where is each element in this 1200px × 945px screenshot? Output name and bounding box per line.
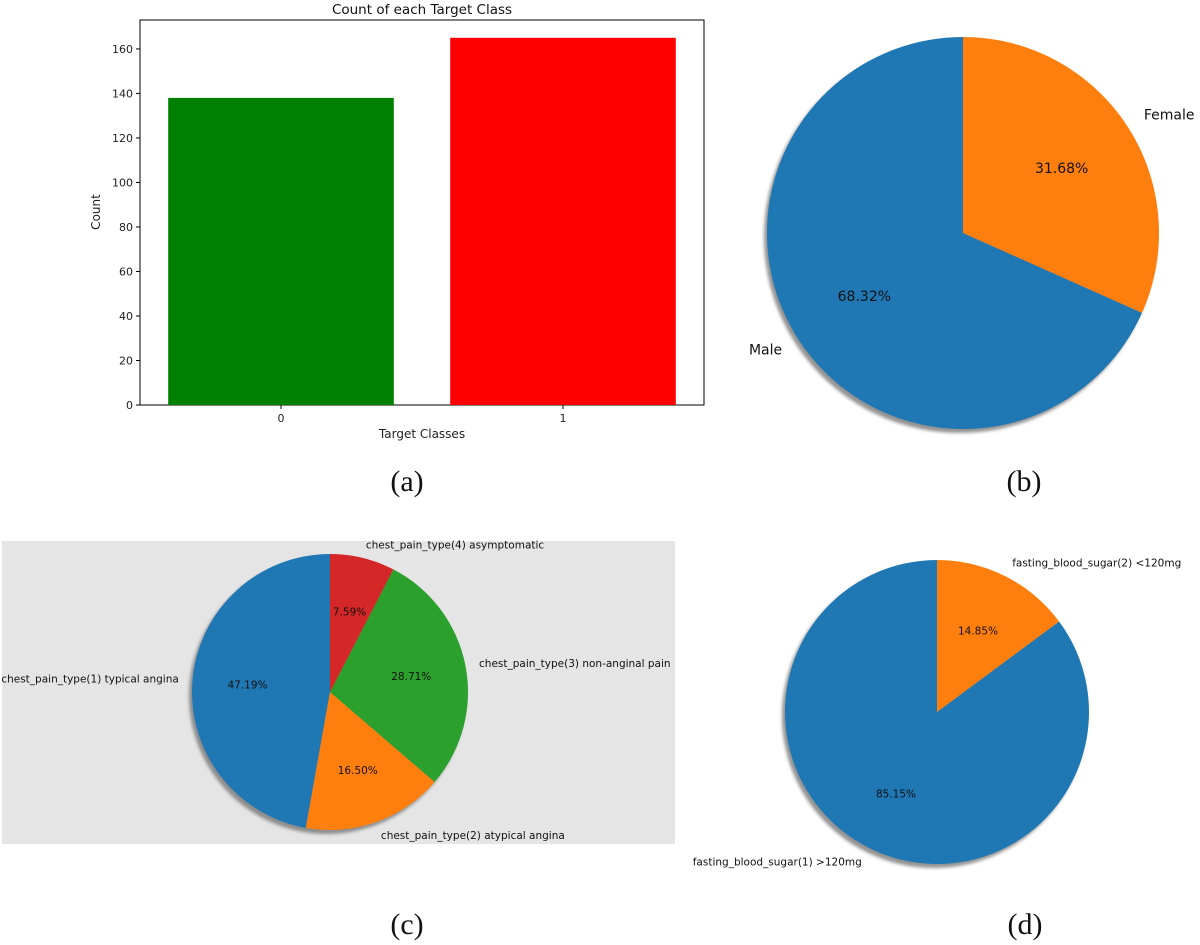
pie-wedge-3: [330, 554, 394, 692]
pie-percent-label: 47.19%: [227, 680, 267, 692]
pie-percent-label: 85.15%: [876, 788, 916, 800]
bar-plot-frame: [139, 19, 705, 406]
pie-percent-label: 16.50%: [338, 765, 378, 777]
pie-percent-label: 14.85%: [958, 626, 998, 638]
panel-c-chest-pain-pie: 47.19% chest_pain_type(1) typical angina 1…: [1, 539, 675, 844]
pie-percent-label: 31.68%: [1035, 161, 1088, 177]
pie-percent-label: 28.71%: [391, 671, 431, 683]
pie-category-label: Female: [1144, 108, 1195, 124]
y-tick-label: 140: [112, 87, 133, 100]
bar-chart-title: Count of each Target Class: [332, 2, 512, 18]
pie-category-label: fasting_blood_sugar(2) <120mg: [1012, 558, 1181, 570]
pie-percent-label: 7.59%: [333, 607, 366, 619]
panel-d-blood-sugar-pie: 85.15% fasting_blood_sugar(1) >120mg 14.85…: [693, 558, 1182, 869]
caption-c: (c): [390, 908, 423, 941]
bar-class-0: [168, 97, 394, 406]
y-tick-label: 80: [119, 221, 133, 234]
y-tick-label: 60: [119, 265, 133, 278]
pie-wedge-2: [330, 569, 468, 782]
caption-a: (a): [390, 465, 423, 498]
y-tick-label: 100: [112, 176, 133, 189]
pie-category-label: chest_pain_type(4) asymptomatic: [366, 539, 545, 551]
y-tick-label: 120: [112, 132, 133, 145]
caption-d: (d): [1008, 908, 1043, 941]
y-tick-label: 20: [119, 354, 133, 367]
bar-y-ticks: 0 20 40 60 80 100 120 140 160: [112, 43, 140, 412]
pie-category-label: Male: [749, 342, 782, 358]
bar-y-axis-label: Count: [89, 194, 103, 230]
panel-a-bar-chart: Count of each Target Class Target Classe…: [89, 2, 705, 441]
bar-marks: [168, 37, 676, 406]
pie-wedge-1: [305, 692, 435, 830]
blood-sugar-pie-wedges: 85.15% fasting_blood_sugar(1) >120mg 14.85…: [693, 558, 1182, 869]
chest-pain-pie-wedges: 47.19% chest_pain_type(1) typical angina 1…: [1, 539, 670, 842]
x-tick-label: 0: [278, 412, 285, 425]
pie-category-label: chest_pain_type(2) atypical angina: [381, 830, 565, 842]
bar-class-1: [450, 37, 676, 405]
y-tick-label: 160: [112, 43, 133, 56]
y-tick-label: 40: [119, 310, 133, 323]
pie-wedge-0: [767, 37, 1142, 429]
sex-pie-wedges: 68.32% Male 31.68% Female: [749, 37, 1195, 433]
panel-b-sex-pie: 68.32% Male 31.68% Female: [749, 37, 1195, 433]
pie-category-label: chest_pain_type(3) non-anginal pain: [479, 658, 671, 670]
pie-category-label: fasting_blood_sugar(1) >120mg: [693, 856, 862, 868]
pie-category-label: chest_pain_type(1) typical angina: [1, 674, 178, 686]
pie-percent-label: 68.32%: [838, 289, 891, 305]
pie-wedge-1: [937, 560, 1060, 712]
y-tick-label: 0: [126, 399, 133, 412]
x-tick-label: 1: [560, 412, 567, 425]
caption-b: (b): [1007, 465, 1042, 498]
bar-x-axis-label: Target Classes: [378, 427, 465, 441]
pie-wedge-1: [963, 37, 1159, 313]
pie-wedge-0: [192, 554, 330, 828]
